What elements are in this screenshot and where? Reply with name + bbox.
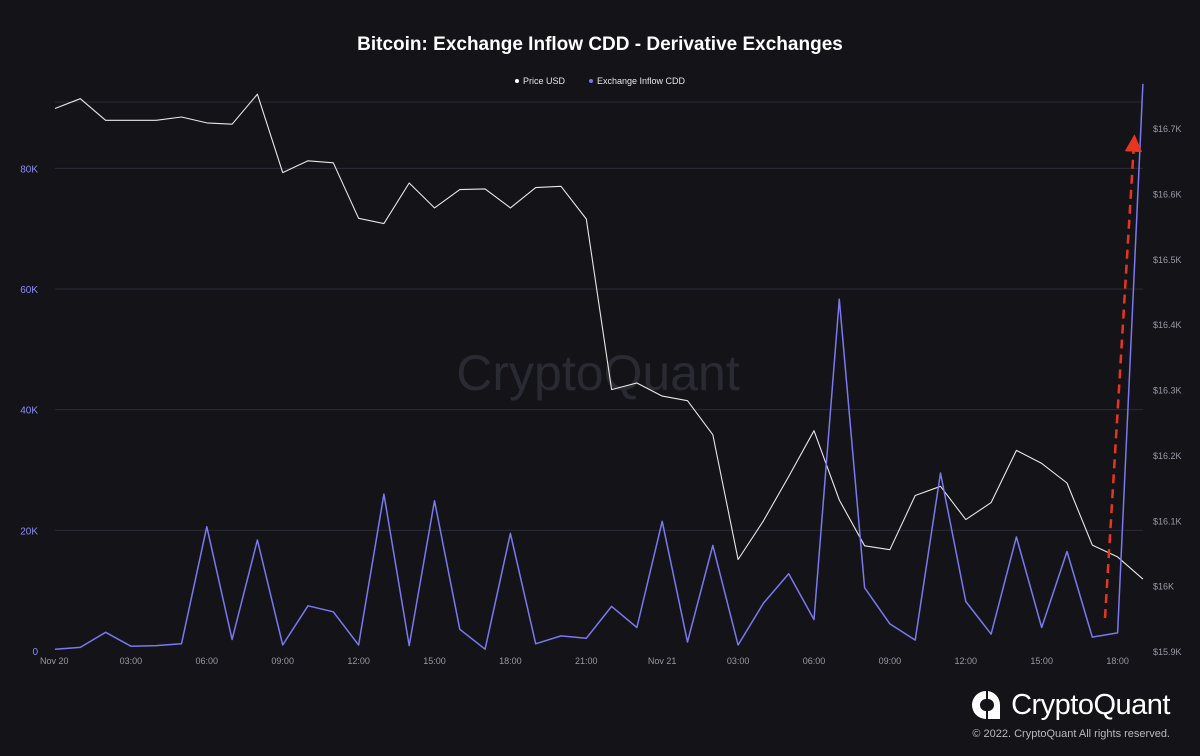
x-tick-label: 15:00: [423, 656, 446, 666]
series-layer: [54, 83, 1144, 650]
legend-label-inflow: Exchange Inflow CDD: [596, 76, 686, 86]
x-tick-label: 09:00: [271, 656, 294, 666]
brand: CryptoQuant: [969, 688, 1170, 722]
x-tick-label: 12:00: [955, 656, 978, 666]
x-tick-label: Nov 20: [40, 656, 69, 666]
right-axis: $15.9K $16K $16.1K $16.2K $16.3K $16.4K $16.5K…: [1153, 124, 1182, 657]
brand-name: CryptoQuant: [1011, 688, 1170, 721]
x-tick-label: 06:00: [803, 656, 826, 666]
legend-item-inflow[interactable]: Exchange Inflow CDD: [588, 76, 686, 86]
left-axis: 0 20K 40K 60K 80K: [20, 164, 38, 658]
x-tick-label: 15:00: [1030, 656, 1053, 666]
series-line-price-usd: [54, 93, 1144, 580]
right-tick-label: $16.6K: [1153, 190, 1182, 200]
legend-dot-inflow: [588, 79, 593, 83]
x-tick-label: 09:00: [879, 656, 902, 666]
right-tick-label: $16.7K: [1153, 124, 1182, 134]
right-tick-label: $16K: [1153, 582, 1174, 592]
right-tick-label: $16.4K: [1153, 320, 1182, 330]
watermark: CryptoQuant: [456, 345, 740, 401]
left-tick-label: 40K: [20, 406, 38, 417]
right-tick-label: $16.2K: [1153, 451, 1182, 461]
x-tick-label: 18:00: [499, 656, 522, 666]
gridlines: [55, 101, 1143, 531]
x-axis: Nov 20 03:00 06:00 09:00 12:00 15:00 18:00 21:0…: [40, 656, 1129, 666]
right-tick-label: $16.5K: [1153, 255, 1182, 265]
x-tick-label: Nov 21: [648, 656, 677, 666]
right-tick-label: $16.1K: [1153, 516, 1182, 526]
x-tick-label: 18:00: [1106, 656, 1129, 666]
legend-label-price: Price USD: [522, 76, 565, 86]
left-tick-label: 80K: [20, 164, 38, 175]
annotation-layer: [1103, 134, 1143, 619]
right-tick-label: $16.3K: [1153, 386, 1182, 396]
legend-dot-price: [514, 79, 519, 83]
chart-title: Bitcoin: Exchange Inflow CDD - Derivativ…: [357, 34, 843, 55]
x-tick-label: 03:00: [120, 656, 143, 666]
left-tick-label: 60K: [20, 285, 38, 296]
x-tick-label: 03:00: [727, 656, 750, 666]
x-tick-label: 21:00: [575, 656, 598, 666]
cryptoquant-logo-icon: [972, 691, 1001, 719]
series-line-exchange-inflow-cdd: [54, 83, 1144, 650]
left-tick-label: 0: [32, 647, 38, 658]
left-tick-label: 20K: [20, 526, 38, 537]
x-tick-label: 12:00: [347, 656, 370, 666]
annotation-arrow: [1103, 134, 1143, 619]
legend: Price USD Exchange Inflow CDD: [0, 76, 1200, 86]
copyright-text: © 2022. CryptoQuant All rights reserved.: [972, 728, 1170, 740]
legend-item-price[interactable]: Price USD: [514, 76, 565, 86]
right-tick-label: $15.9K: [1153, 647, 1182, 657]
x-tick-label: 06:00: [196, 656, 219, 666]
